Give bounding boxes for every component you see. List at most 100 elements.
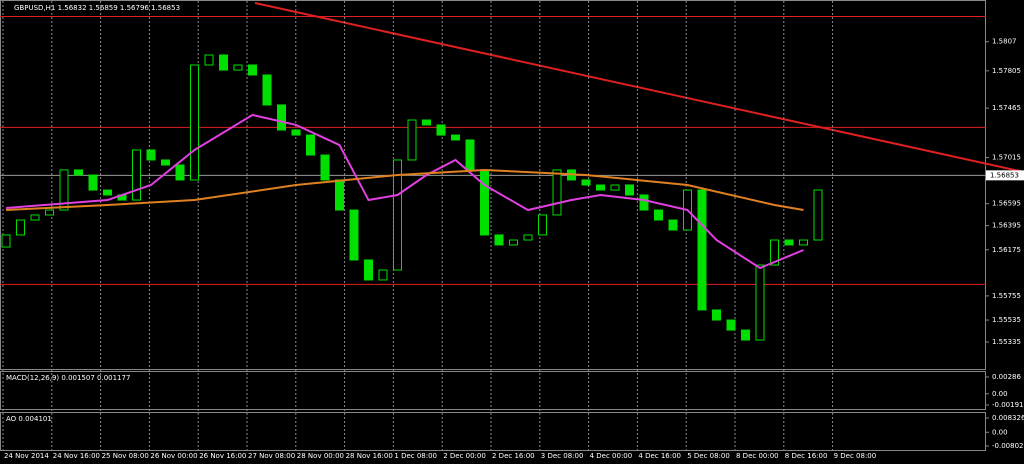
candle-body xyxy=(393,159,402,271)
macd-label: MACD(12,26,9) 0.001507 0.001177 xyxy=(6,374,130,382)
macd-tick-label: -0.00191 xyxy=(992,401,1023,409)
candle-body xyxy=(639,194,649,211)
ao-tick-label: 0.008326 xyxy=(992,414,1024,422)
candle-body xyxy=(712,309,721,321)
candle-body xyxy=(262,74,272,106)
candle-body xyxy=(30,214,40,221)
candle-body xyxy=(596,184,605,191)
candle-body xyxy=(784,239,794,246)
time-label: 1 Dec 08:00 xyxy=(394,452,437,460)
candle-body xyxy=(654,209,663,221)
candle-body xyxy=(494,234,504,246)
y-tick-label: 1.5807 xyxy=(992,38,1017,46)
time-label: 4 Dec 16:00 xyxy=(638,452,681,460)
candle-body xyxy=(59,169,69,211)
candle-body xyxy=(436,124,446,136)
candle-body xyxy=(364,259,373,281)
time-label: 8 Dec 16:00 xyxy=(785,452,828,460)
moving-average xyxy=(5,168,804,212)
candle-body xyxy=(349,209,359,261)
candle-body xyxy=(190,64,199,181)
candle-body xyxy=(103,189,112,196)
candle-body xyxy=(320,154,330,181)
candle-body xyxy=(813,189,823,241)
candle-body xyxy=(378,269,388,281)
macd-frame xyxy=(0,371,986,410)
candle-body xyxy=(248,64,257,76)
time-label: 26 Nov 16:00 xyxy=(199,452,246,460)
time-label: 26 Nov 00:00 xyxy=(150,452,197,460)
current-price-box xyxy=(986,170,1024,181)
candle-body xyxy=(509,239,518,246)
candle-body xyxy=(132,149,141,201)
candle-body xyxy=(581,179,591,186)
time-label: 3 Dec 08:00 xyxy=(541,452,584,460)
time-label: 24 Nov 16:00 xyxy=(53,452,100,460)
time-label: 28 Nov 16:00 xyxy=(346,452,393,460)
time-label: 8 Dec 00:00 xyxy=(736,452,779,460)
candle-body xyxy=(161,159,170,166)
candle-body xyxy=(306,134,315,156)
candle-body xyxy=(523,234,533,241)
y-tick-label: 1.57015 xyxy=(992,154,1021,162)
candle-body xyxy=(45,209,54,216)
candle-body xyxy=(175,164,185,181)
candle-body xyxy=(407,119,417,161)
main-frame xyxy=(0,0,986,370)
candle-body xyxy=(74,169,83,176)
macd-tick-label: 0.00 xyxy=(992,390,1008,398)
y-tick-label: 1.55535 xyxy=(992,316,1021,324)
time-label: 27 Nov 08:00 xyxy=(248,452,295,460)
header: GBPUSD,H1 1.56832 1.56859 1.56796 1.5685… xyxy=(14,4,180,12)
time-label: 9 Dec 08:00 xyxy=(834,452,877,460)
candle-body xyxy=(233,64,243,71)
candle-body xyxy=(480,169,489,236)
candle-body xyxy=(668,219,678,231)
time-label: 4 Dec 00:00 xyxy=(590,452,633,460)
candle-body xyxy=(422,119,431,126)
moving-average xyxy=(5,113,804,270)
candle-body xyxy=(625,184,634,196)
time-label: 28 Nov 00:00 xyxy=(297,452,344,460)
trend-line xyxy=(254,2,1024,173)
time-label: 25 Nov 08:00 xyxy=(102,452,149,460)
time-label: 2 Dec 16:00 xyxy=(492,452,535,460)
candle-body xyxy=(204,54,214,66)
candle-body xyxy=(88,174,98,191)
candle-body xyxy=(219,54,228,71)
candle-body xyxy=(335,179,344,211)
current-price-label: 1.56853 xyxy=(990,171,1019,179)
y-tick-label: 1.55335 xyxy=(992,338,1021,346)
y-tick-label: 1.57805 xyxy=(992,67,1021,75)
candle-body xyxy=(552,169,562,216)
time-label: 24 Nov 2014 xyxy=(4,452,49,460)
candle-body xyxy=(799,239,808,246)
macd-tick-label: 0.00286 xyxy=(992,373,1021,381)
y-tick-label: 1.55755 xyxy=(992,292,1021,300)
y-tick-label: 1.56395 xyxy=(992,222,1021,230)
ao-tick-label: -0.008025 xyxy=(992,442,1024,450)
candle-body xyxy=(146,149,156,161)
ao-label: AO 0.004101 xyxy=(6,415,52,423)
y-tick-label: 1.57465 xyxy=(992,104,1021,112)
candle-body xyxy=(465,139,475,171)
y-tick-label: 1.56175 xyxy=(992,246,1021,254)
candle-body xyxy=(538,214,547,236)
candle-body xyxy=(755,264,765,341)
candle-body xyxy=(277,104,286,131)
candle-body xyxy=(726,319,736,331)
ao-frame xyxy=(0,412,986,451)
candle-body xyxy=(697,189,707,311)
ao-tick-label: 0.00 xyxy=(992,428,1008,436)
time-label: 2 Dec 00:00 xyxy=(443,452,486,460)
candle-body xyxy=(16,219,25,236)
candle-body xyxy=(451,134,460,141)
candle-body xyxy=(741,329,750,341)
y-tick-label: 1.56595 xyxy=(992,200,1021,208)
candle-body xyxy=(1,234,11,248)
candle-body xyxy=(291,129,301,136)
candle-body xyxy=(770,239,779,266)
candle-body xyxy=(610,184,620,191)
